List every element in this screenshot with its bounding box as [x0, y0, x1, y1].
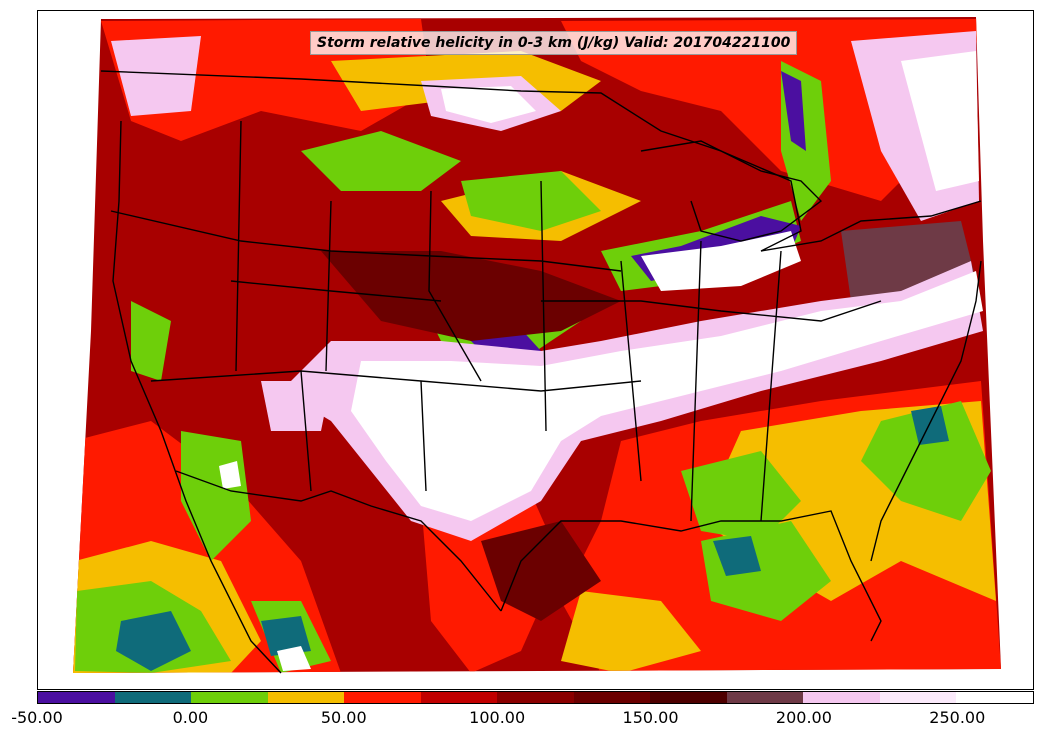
colorbar-tick-label: 250.00: [929, 708, 986, 727]
colorbar-tick-label: 50.00: [320, 708, 367, 727]
colorbar-segment: [803, 692, 880, 703]
colorbar-tick-label: 0.00: [172, 708, 209, 727]
contour-fill-layer: [73, 19, 1001, 673]
colorbar-segment: [956, 692, 1033, 703]
state-lines: [110, 120, 882, 522]
contour-maroon: [481, 521, 601, 621]
contour-teal: [261, 616, 311, 656]
contour-maroon: [321, 251, 621, 341]
contour-pink: [111, 36, 201, 116]
contour-green: [131, 301, 171, 381]
border-us-canada: [100, 70, 982, 252]
colorbar-tick-label: -50.00: [11, 708, 63, 727]
colorbar: [37, 691, 1034, 704]
contour-yellow: [561, 591, 701, 673]
colorbar-segment: [420, 692, 498, 703]
map-frame: Storm relative helicity in 0-3 km (J/kg)…: [37, 10, 1034, 690]
colorbar-segment: [879, 692, 957, 703]
contour-teal: [713, 536, 761, 576]
colorbar-segment: [191, 692, 268, 703]
colorbar-segment: [650, 692, 727, 703]
boundary-lines: [100, 70, 982, 674]
colorbar-tick-label: 200.00: [775, 708, 832, 727]
contour-white: [901, 51, 979, 191]
contour-green: [301, 131, 461, 191]
contour-teal: [116, 611, 191, 671]
contour-purple: [781, 71, 806, 151]
contour-white: [441, 86, 536, 123]
contour-white: [219, 461, 241, 489]
contour-white: [277, 646, 311, 671]
colorbar-segment: [726, 692, 804, 703]
contour-green: [861, 401, 991, 521]
border-us-mexico: [175, 470, 502, 612]
colorbar-segment: [497, 692, 574, 703]
colorbar-segment: [38, 692, 115, 703]
colorbar-segment: [114, 692, 192, 703]
contour-green: [461, 171, 601, 231]
colorbar-segment: [267, 692, 345, 703]
colorbar-tick-label: 100.00: [469, 708, 526, 727]
colorbar-tick-label: 150.00: [622, 708, 679, 727]
contour-pink: [261, 381, 331, 431]
colorbar-segment: [573, 692, 651, 703]
contour-white: [351, 271, 983, 521]
colorbar-segment: [344, 692, 421, 703]
contour-green: [681, 451, 801, 541]
contour-white: [641, 231, 801, 291]
coastline-pacific: [112, 120, 282, 674]
great-lakes: [640, 140, 823, 242]
coastline-gulf: [500, 510, 882, 642]
coastline-atlantic: [870, 260, 982, 562]
contour-teal: [911, 406, 949, 445]
map-title: Storm relative helicity in 0-3 km (J/kg)…: [310, 31, 798, 55]
helicity-map: [73, 17, 1001, 674]
colorbar-labels: -50.00 0.00 50.00 100.00 150.00 200.00 250.00: [0, 708, 1044, 732]
